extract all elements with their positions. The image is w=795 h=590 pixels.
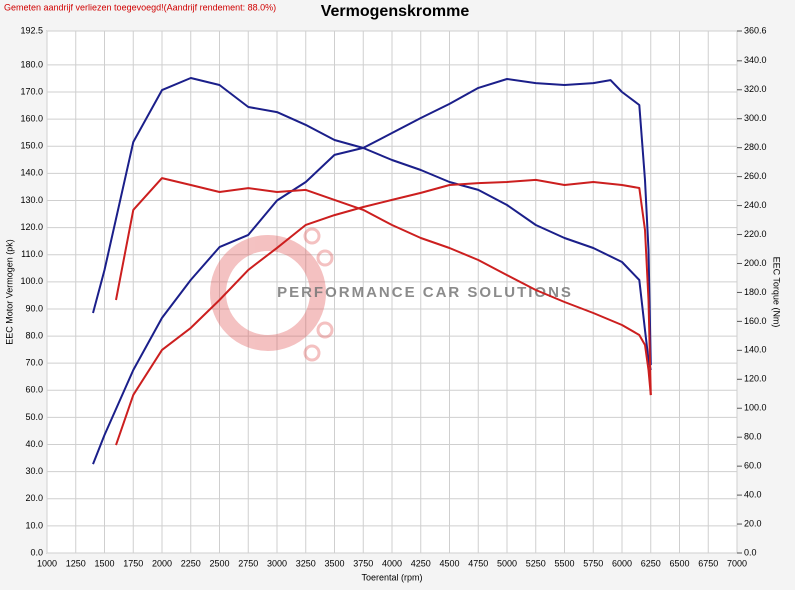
x-tick-label: 6750 [698,558,718,568]
y2-tick-label: 20.0 [744,518,762,528]
y-tick-label: 110.0 [21,249,43,259]
y-tick-label: 50.0 [25,412,43,422]
y-tick-label: 0.0 [30,547,43,557]
x-tick-label: 4000 [382,558,402,568]
y-axis-label: EEC Motor Vermogen (pk) [4,239,14,345]
lines [92,77,652,465]
x-tick-label: 6000 [612,558,632,568]
x-tick-label: 2750 [238,558,258,568]
x-tick-label: 7000 [727,558,747,568]
y2-tick-label: 100.0 [744,403,767,413]
y2-tick-label: 80.0 [744,432,762,442]
y2-tick-label: 140.0 [744,345,767,355]
x-tick-label: 1250 [66,558,86,568]
x-tick-label: 5750 [583,558,603,568]
subtitle: Gemeten aandrijf verliezen toegevoegd!(A… [4,2,276,12]
y-tick-label: 90.0 [25,303,43,313]
x-tick-label: 4750 [468,558,488,568]
y2-tick-label: 300.0 [744,113,767,123]
x-tick-label: 3250 [296,558,316,568]
y2-tick-label: 120.0 [744,374,767,384]
y2-tick-label: 180.0 [744,287,767,297]
x-tick-label: 1000 [37,558,57,568]
x-tick-label: 3000 [267,558,287,568]
watermark-logo [210,227,334,362]
x-tick-label: 3500 [324,558,344,568]
y-tick-label: 20.0 [25,493,43,503]
x-tick-label: 5500 [554,558,574,568]
y2-tick-label: 220.0 [744,229,767,239]
y2-axis-label: EEC Torque (Nm) [772,257,782,328]
y2-tick-label: 160.0 [744,316,767,326]
x-tick-label: 4250 [411,558,431,568]
grid [46,30,738,554]
y-tick-label: 70.0 [25,358,43,368]
y2-tick-label: 280.0 [744,142,767,152]
y-tick-label: 130.0 [20,195,43,205]
x-tick-label: 1500 [94,558,114,568]
x-axis-label: Toerental (rpm) [361,572,422,582]
x-tick-label: 5250 [526,558,546,568]
x-tick-label: 6500 [669,558,689,568]
y2-tick-label: 240.0 [744,200,767,210]
x-tick-label: 2250 [181,558,201,568]
series-line [115,178,652,446]
y2-tick-label: 360.6 [744,25,767,35]
y-tick-label: 160.0 [20,114,43,124]
y2-tick-label: 200.0 [744,258,767,268]
y2-tick-label: 60.0 [744,461,762,471]
y-tick-label: 100.0 [20,276,43,286]
x-tick-label: 4500 [439,558,459,568]
y-tick-label: 10.0 [25,520,43,530]
series-line [92,77,652,371]
y-tick-label: 40.0 [25,439,43,449]
y-tick-label: 80.0 [25,330,43,340]
y-tick-label: 140.0 [20,168,43,178]
watermark: PERFORMANCE CAR SOLUTIONS [277,284,573,301]
y-tick-label: 192.5 [20,25,43,35]
x-tick-label: 6250 [641,558,661,568]
y-tick-label: 170.0 [20,86,43,96]
x-tick-label: 5000 [497,558,517,568]
x-tick-label: 2000 [152,558,172,568]
y2-tick-label: 0.0 [744,547,757,557]
series-line [92,78,652,465]
y2-tick-label: 40.0 [744,489,762,499]
y-tick-label: 60.0 [25,385,43,395]
x-tick-label: 1750 [123,558,143,568]
y2-tick-label: 320.0 [744,84,767,94]
x-tick-label: 3750 [353,558,373,568]
y2-tick-label: 340.0 [744,55,767,65]
x-tick-label: 2500 [209,558,229,568]
y-tick-label: 180.0 [20,59,43,69]
y-tick-label: 120.0 [20,222,43,232]
series-line [115,177,652,396]
y-tick-label: 30.0 [25,466,43,476]
y-tick-label: 150.0 [20,141,43,151]
chart-title: Vermogenskromme [321,3,470,20]
y2-tick-label: 260.0 [744,171,767,181]
